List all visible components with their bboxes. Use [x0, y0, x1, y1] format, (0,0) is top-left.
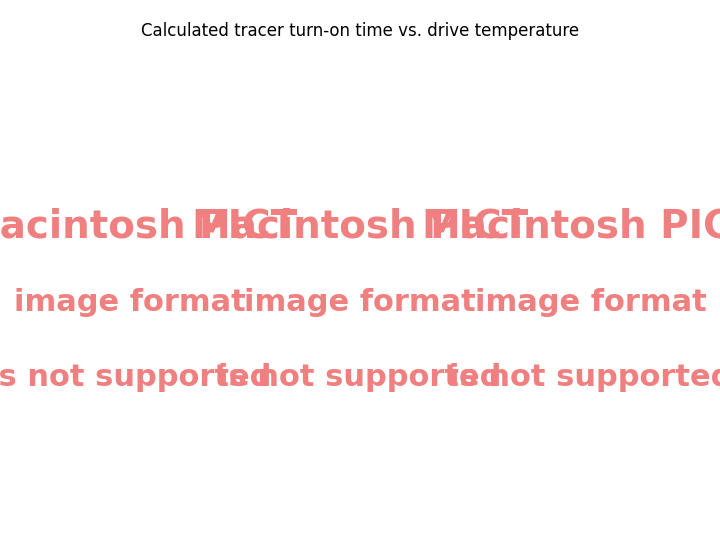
Text: is not supported: is not supported: [218, 363, 502, 393]
Text: image format: image format: [14, 288, 246, 317]
Text: is not supported: is not supported: [449, 363, 720, 393]
Text: Macintosh PICT: Macintosh PICT: [192, 208, 528, 246]
Text: Macintosh PICT: Macintosh PICT: [0, 208, 298, 246]
Text: Macintosh PICT: Macintosh PICT: [422, 208, 720, 246]
Text: Calculated tracer turn-on time vs. drive temperature: Calculated tracer turn-on time vs. drive…: [141, 22, 579, 39]
Text: image format: image format: [474, 288, 706, 317]
Text: image format: image format: [244, 288, 476, 317]
Text: is not supported: is not supported: [0, 363, 271, 393]
